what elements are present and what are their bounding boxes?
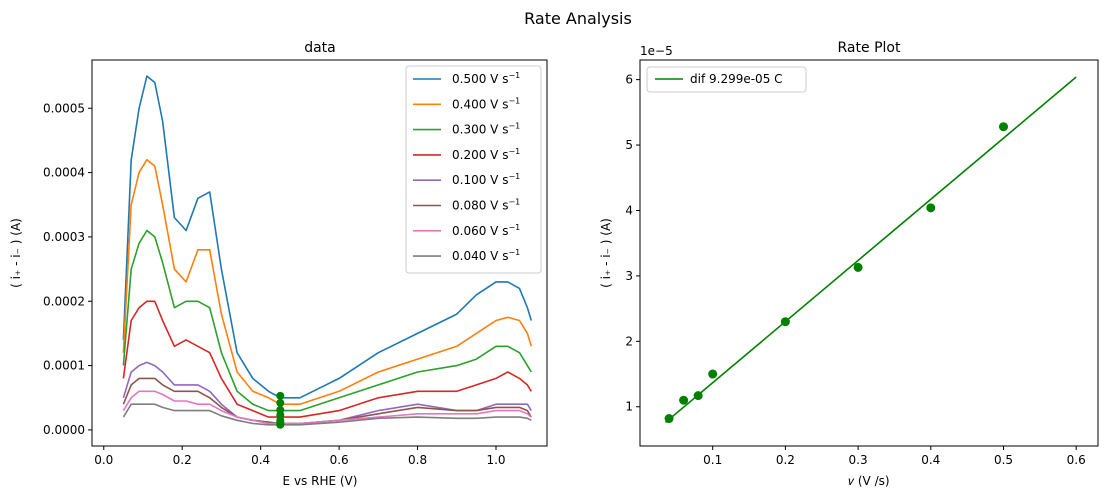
series-line (122, 229, 532, 412)
series-line (122, 390, 532, 425)
chart-title: data (304, 40, 336, 56)
fit-line-group (664, 76, 1077, 424)
series-markers (276, 391, 285, 429)
y-tick-label: 0.0005 (43, 101, 85, 115)
data-point (998, 122, 1008, 132)
x-tick-label: 0.6 (1067, 453, 1086, 467)
y-tick-label: 1 (625, 400, 633, 414)
y-tick-label: 0.0002 (43, 294, 85, 308)
plot-frame (91, 59, 548, 447)
data-points (664, 122, 1008, 424)
y-tick-label: 0.0003 (43, 230, 85, 244)
marker-point (276, 391, 285, 400)
series-line (122, 158, 533, 406)
y-offset-label: 1e−5 (640, 44, 673, 58)
y-tick-label: 0.0000 (43, 423, 85, 437)
x-axis-label: E vs RHE (V) (283, 474, 358, 488)
figure-suptitle: Rate Analysis (524, 9, 632, 28)
y-axis-label: ( i₊ - i₋ ) (A) (9, 218, 23, 288)
y-tick-label: 5 (625, 138, 633, 152)
data-point (853, 262, 863, 272)
marker-point (276, 398, 285, 407)
x-tick-label: 0.4 (921, 453, 940, 467)
chart-rate: Rate Plot 1e−5 0.1 0.2 0.3 0.4 0.5 0.6 1 2 3 4 5 6… (599, 40, 1099, 488)
legend-label: dif 9.299e-05 C (690, 72, 783, 86)
legend-label: 0.060 V s−1 (452, 223, 520, 238)
legend: dif 9.299e-05 C (646, 66, 807, 93)
y-tick-label: 0.0001 (43, 359, 85, 373)
legend-label: 0.080 V s−1 (452, 198, 520, 213)
y-ticks: 0.0000 0.0001 0.0002 0.0003 0.0004 0.0005 (43, 101, 92, 437)
legend-label: 0.100 V s−1 (452, 172, 520, 187)
x-ticks: 0.1 0.2 0.3 0.4 0.5 0.6 (703, 446, 1086, 467)
data-point (693, 391, 703, 401)
x-tick-label: 0.1 (703, 453, 722, 467)
x-tick-label: 0.0 (94, 453, 113, 467)
x-axis-label: 𝑣 (V /s) (848, 474, 889, 488)
legend-label: 0.200 V s−1 (452, 147, 520, 162)
x-tick-label: 0.8 (408, 453, 427, 467)
y-ticks: 1 2 3 4 5 6 (625, 73, 640, 414)
y-tick-label: 2 (625, 334, 633, 348)
data-point (679, 395, 689, 405)
y-tick-label: 3 (625, 269, 633, 283)
data-point (664, 414, 674, 424)
chart-title: Rate Plot (838, 40, 901, 56)
chart-data: data 0.0 0.2 0.4 0.6 0.8 1.0 0.00000.00010.00… (9, 40, 548, 488)
legend-label: 0.300 V s−1 (452, 122, 520, 137)
fit-line (664, 76, 1077, 424)
marker-point (276, 420, 285, 429)
y-tick-label: 0.0004 (43, 166, 85, 180)
data-point (708, 369, 718, 379)
x-tick-label: 0.3 (849, 453, 868, 467)
legend: 0.500 V s−1 0.400 V s−1 0.300 V s−1 0.200 V… (405, 65, 542, 274)
plot-frame (639, 59, 1099, 447)
legend-label: 0.040 V s−1 (452, 248, 520, 263)
y-tick-label: 4 (625, 203, 633, 217)
legend-label: 0.500 V s−1 (452, 71, 520, 86)
x-tick-label: 0.2 (173, 453, 192, 467)
y-axis-label: ( i₊ - i₋ ) (A) (599, 218, 613, 288)
x-tick-label: 0.6 (330, 453, 349, 467)
x-tick-label: 1.0 (486, 453, 505, 467)
legend-box (646, 66, 807, 93)
series-lines (122, 75, 533, 426)
data-point (926, 203, 936, 213)
legend-box (405, 65, 542, 274)
series-line (122, 403, 532, 426)
series-line (122, 300, 532, 418)
x-tick-label: 0.5 (994, 453, 1013, 467)
x-tick-label: 0.4 (251, 453, 270, 467)
y-tick-label: 6 (625, 73, 633, 87)
legend-label: 0.400 V s−1 (452, 96, 520, 111)
x-tick-label: 0.2 (776, 453, 795, 467)
data-point (780, 317, 790, 327)
x-ticks: 0.0 0.2 0.4 0.6 0.8 1.0 (94, 446, 506, 467)
series-line (122, 75, 533, 399)
